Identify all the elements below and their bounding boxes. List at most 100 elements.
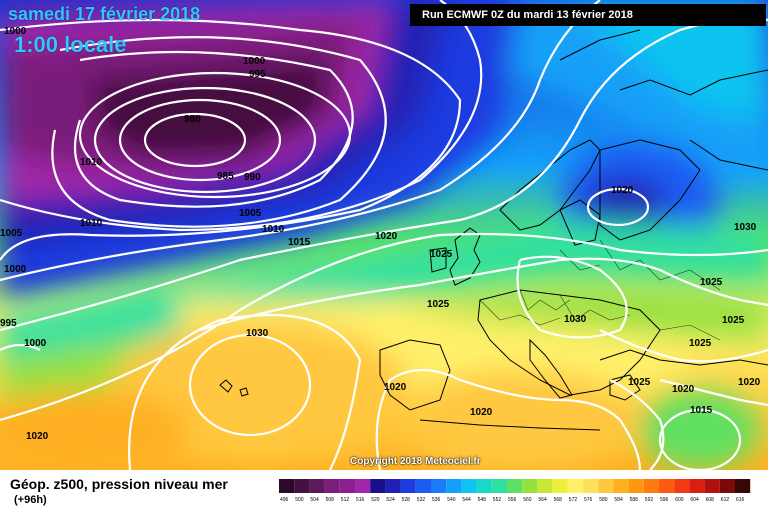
- scale-tick-label: 508: [326, 497, 335, 503]
- scale-tick-label: 572: [569, 497, 578, 503]
- scale-swatch: [309, 479, 325, 493]
- isobar-label: 1010: [80, 157, 103, 168]
- isobar-label: 1020: [470, 407, 493, 418]
- isobar-label: 985: [217, 171, 234, 182]
- scale-tick-label: 556: [508, 497, 517, 503]
- scale-swatch: [567, 479, 583, 493]
- isobar-label: 1010: [80, 218, 103, 229]
- scale-tick-label: 544: [462, 497, 471, 503]
- isobar-label: 1030: [246, 328, 269, 339]
- scale-tick-label: 616: [736, 497, 745, 503]
- scale-swatch: [400, 479, 416, 493]
- isobar-label: 1000: [243, 56, 266, 67]
- scale-tick-label: 588: [630, 497, 639, 503]
- copyright-notice: Copyright 2018 Meteociel.fr: [350, 456, 481, 467]
- scale-swatch: [674, 479, 690, 493]
- scale-tick-label: 612: [721, 497, 730, 503]
- legend-subtitle: (+96h): [14, 494, 47, 506]
- scale-swatch: [537, 479, 553, 493]
- isobar-label: 1005: [239, 208, 262, 219]
- scale-swatch: [370, 479, 386, 493]
- scale-swatch: [522, 479, 538, 493]
- isobar-label: 1025: [689, 338, 712, 349]
- forecast-date: samedi 17 février 2018: [8, 4, 201, 24]
- scale-swatch: [552, 479, 568, 493]
- scale-tick-label: 584: [614, 497, 623, 503]
- scale-swatch: [689, 479, 705, 493]
- scale-tick-label: 604: [690, 497, 699, 503]
- isobar-label: 1010: [262, 224, 285, 235]
- isobar-label: 1025: [430, 249, 453, 260]
- isobar-label: 1025: [722, 315, 745, 326]
- scale-swatch: [385, 479, 401, 493]
- scale-tick-label: 596: [660, 497, 669, 503]
- isobar-label: 980: [184, 114, 201, 125]
- forecast-time: 1:00 locale: [14, 32, 127, 57]
- isobar-label: 1000: [4, 264, 27, 275]
- scale-tick-label: 520: [371, 497, 380, 503]
- scale-swatch: [446, 479, 462, 493]
- scale-swatch: [613, 479, 629, 493]
- scale-swatch: [704, 479, 720, 493]
- scale-swatch: [735, 479, 751, 493]
- scale-tick-label: 552: [493, 497, 502, 503]
- scale-tick-label: 568: [554, 497, 563, 503]
- isobar-label: 1020: [26, 431, 49, 442]
- isobar-label: 1020: [611, 185, 634, 196]
- scale-tick-label: 600: [675, 497, 684, 503]
- isobar-label: 1000: [24, 338, 47, 349]
- scale-tick-label: 516: [356, 497, 365, 503]
- scale-swatch: [643, 479, 659, 493]
- scale-swatch: [431, 479, 447, 493]
- scale-swatch: [415, 479, 431, 493]
- scale-tick-label: 580: [599, 497, 608, 503]
- scale-tick-label: 532: [417, 497, 426, 503]
- isobar-label: 995: [0, 318, 17, 329]
- scale-tick-label: 592: [645, 497, 654, 503]
- isobar-label: 995: [249, 69, 266, 80]
- scale-tick-label: 496: [280, 497, 289, 503]
- legend-footer: Géop. z500, pression niveau mer (+96h) 4…: [0, 470, 768, 512]
- scale-tick-label: 608: [706, 497, 715, 503]
- scale-swatch: [598, 479, 614, 493]
- scale-tick-label: 536: [432, 497, 441, 503]
- isobar-label: 990: [244, 172, 261, 183]
- isobar-label: 1020: [375, 231, 398, 242]
- scale-swatch: [659, 479, 675, 493]
- isobar-label: 1000: [4, 26, 27, 37]
- weather-map: 1000 1000 995 980 1010 985 990 1005 1010 1010 1015…: [0, 0, 768, 470]
- scale-swatch: [294, 479, 310, 493]
- scale-tick-label: 564: [538, 497, 547, 503]
- isobar-label: 1015: [288, 237, 311, 248]
- scale-swatch: [279, 479, 295, 493]
- isobar-label: 1020: [672, 384, 695, 395]
- isobar-label: 1025: [700, 277, 723, 288]
- scale-swatch: [628, 479, 644, 493]
- isobar-label: 1030: [564, 314, 587, 325]
- coastlines: [219, 29, 768, 431]
- scale-tick-label: 540: [447, 497, 456, 503]
- scale-swatch: [339, 479, 355, 493]
- isobar-label: 1020: [738, 377, 761, 388]
- color-scale: 496 500 504 508 512 516 520 524 528 532 536 540 544 5…: [279, 479, 751, 503]
- isobar-label: 1005: [0, 228, 23, 239]
- scale-swatch: [355, 479, 371, 493]
- scale-swatch: [719, 479, 735, 493]
- isobar-label: 1025: [628, 377, 651, 388]
- scale-swatch: [461, 479, 477, 493]
- scale-swatch: [491, 479, 507, 493]
- scale-swatch: [476, 479, 492, 493]
- isobar-label: 1020: [384, 382, 407, 393]
- isobars: [0, 0, 768, 470]
- scale-tick-label: 560: [523, 497, 532, 503]
- scale-tick-label: 500: [295, 497, 304, 503]
- isobar-label: 1025: [427, 299, 450, 310]
- scale-tick-label: 504: [310, 497, 319, 503]
- scale-tick-label: 524: [386, 497, 395, 503]
- scale-tick-label: 576: [584, 497, 593, 503]
- scale-swatch: [324, 479, 340, 493]
- legend-title: Géop. z500, pression niveau mer: [10, 476, 228, 492]
- scale-tick-label: 528: [402, 497, 411, 503]
